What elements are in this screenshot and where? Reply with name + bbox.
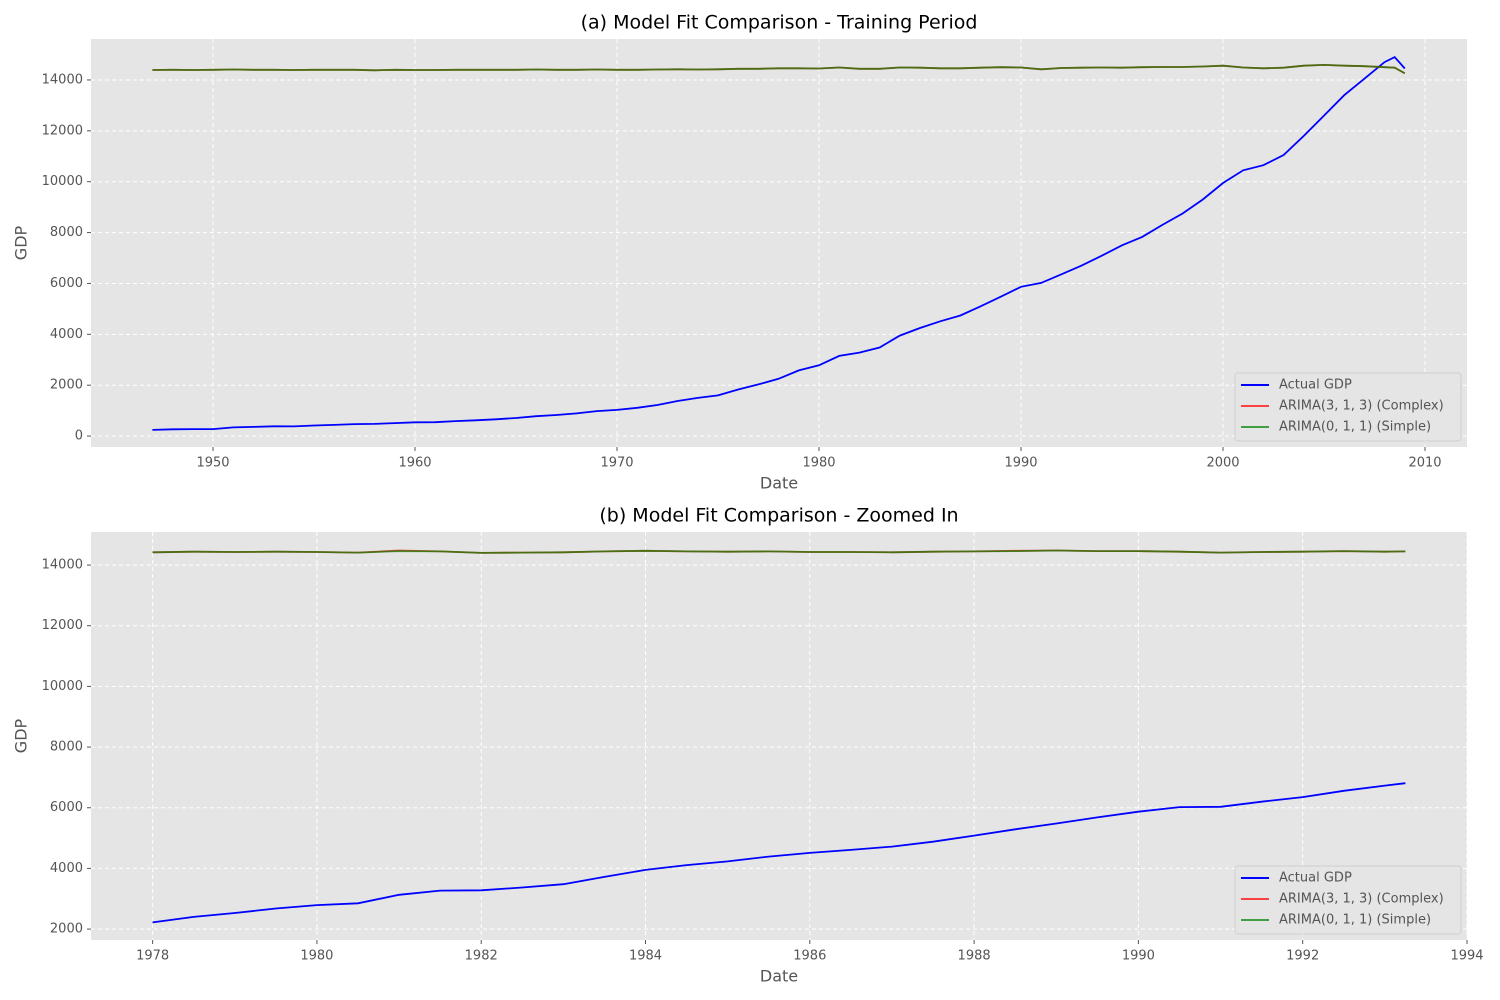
y-tick-label: 14000 — [42, 558, 83, 573]
x-axis-label: Date — [760, 967, 798, 986]
x-tick-label: 1984 — [629, 949, 662, 964]
y-tick-label: 2000 — [50, 378, 83, 393]
x-tick-label: 1994 — [1450, 949, 1483, 964]
x-tick-label: 1990 — [1122, 949, 1155, 964]
series-line — [152, 55, 1406, 431]
x-axis-label: Date — [760, 474, 798, 493]
legend-label: Actual GDP — [1279, 378, 1352, 393]
chart-title: (b) Model Fit Comparison - Zoomed In — [599, 505, 958, 527]
x-tick-label: 1960 — [398, 456, 431, 471]
x-tick-label: 1988 — [958, 949, 991, 964]
y-tick-label: 14000 — [42, 72, 83, 87]
x-tick-label: 1986 — [793, 949, 826, 964]
series-line — [152, 63, 1406, 75]
y-tick-label: 10000 — [42, 679, 83, 694]
y-tick-label: 8000 — [50, 740, 83, 755]
x-tick-label: 1950 — [196, 456, 229, 471]
y-tick-label: 12000 — [42, 618, 83, 633]
legend-label: ARIMA(0, 1, 1) (Simple) — [1279, 420, 1431, 435]
x-tick-label: 2000 — [1206, 456, 1239, 471]
x-tick-label: 1970 — [600, 456, 633, 471]
y-tick-label: 0 — [75, 429, 83, 444]
y-tick-label: 2000 — [50, 922, 83, 937]
y-tick-label: 4000 — [50, 327, 83, 342]
y-tick-label: 12000 — [42, 123, 83, 138]
chart-title: (a) Model Fit Comparison - Training Peri… — [581, 12, 978, 34]
y-tick-label: 10000 — [42, 174, 83, 189]
x-tick-label: 1990 — [1004, 456, 1037, 471]
x-tick-label: 1980 — [802, 456, 835, 471]
legend-box — [1234, 865, 1462, 935]
y-tick-label: 8000 — [50, 225, 83, 240]
y-axis-label: GDP — [12, 718, 31, 753]
x-tick-label: 2010 — [1408, 456, 1441, 471]
legend-label: ARIMA(0, 1, 1) (Simple) — [1279, 913, 1431, 928]
legend-label: ARIMA(3, 1, 3) (Complex) — [1279, 399, 1444, 414]
x-tick-label: 1978 — [136, 949, 169, 964]
legend-label: ARIMA(3, 1, 3) (Complex) — [1279, 892, 1444, 907]
legend-box — [1234, 372, 1462, 442]
y-tick-label: 6000 — [50, 276, 83, 291]
y-tick-label: 6000 — [50, 800, 83, 815]
series-line — [152, 549, 1406, 554]
x-tick-label: 1992 — [1286, 949, 1319, 964]
x-tick-label: 1980 — [300, 949, 333, 964]
x-tick-label: 1982 — [465, 949, 498, 964]
series-line — [152, 782, 1406, 924]
legend-label: Actual GDP — [1279, 871, 1352, 886]
y-tick-label: 4000 — [50, 861, 83, 876]
y-axis-label: GDP — [12, 225, 31, 260]
